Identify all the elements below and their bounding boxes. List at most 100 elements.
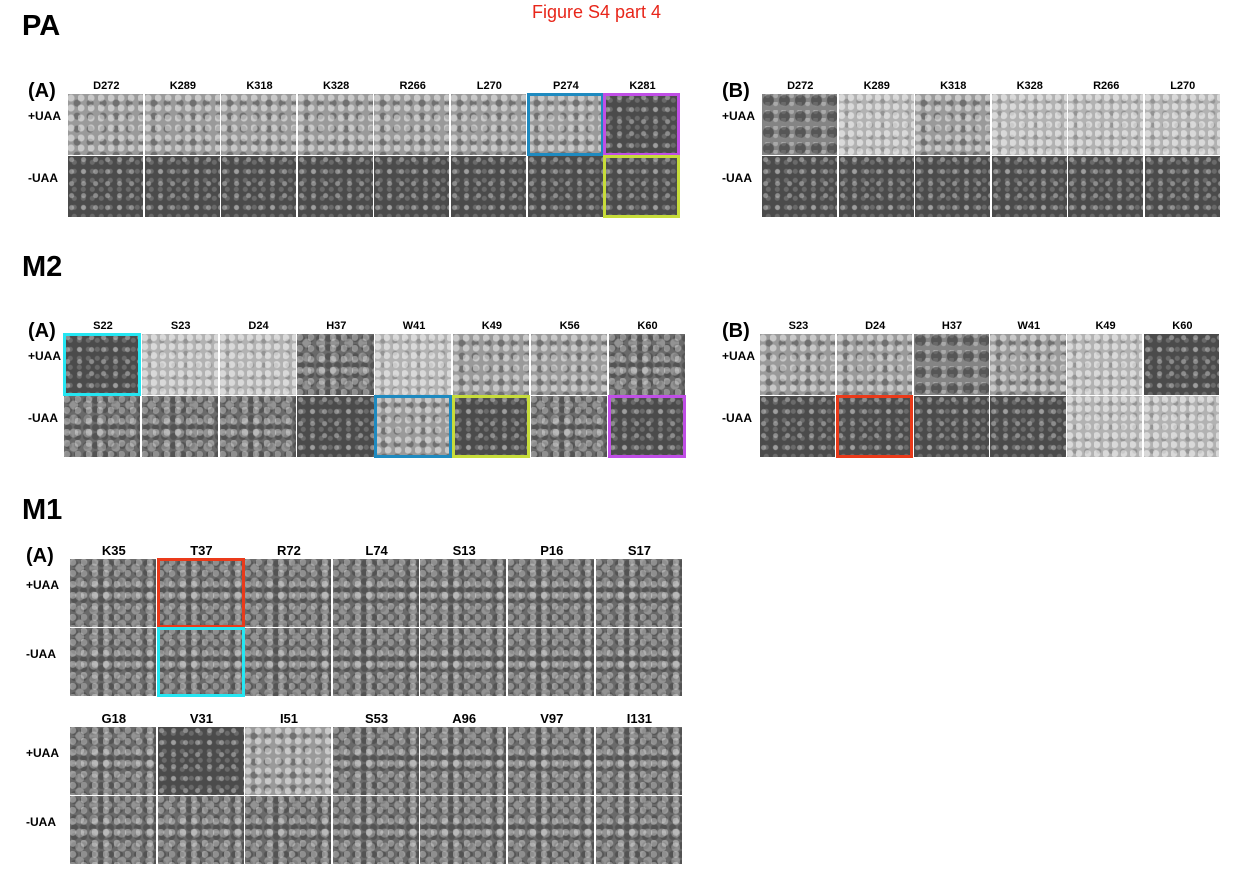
micrograph-cell [375,396,452,457]
column-label: A96 [452,711,477,726]
micrograph-cell [70,559,157,627]
micrograph-cell [451,94,527,155]
micrograph-cell [141,334,219,395]
column-label: L270 [476,80,502,92]
micrograph-cell [451,156,527,217]
row-label: +UAA [26,745,60,760]
micrograph-cell [157,796,244,864]
column-label: P274 [553,80,579,92]
micrograph-cell [508,628,595,696]
column-label: K49 [481,320,502,332]
micrograph-cell [374,94,450,155]
micrograph-cell [508,727,595,795]
micrograph-cell [836,334,913,395]
highlight-box [374,395,453,458]
micrograph-cell [332,796,419,864]
column-label: L270 [1170,80,1196,92]
highlight-box [452,395,531,458]
highlight-box [607,395,686,458]
micrograph-cell [221,156,297,217]
micrograph-cell [221,94,297,155]
micrograph-cell [453,396,530,457]
column-label: I51 [279,711,299,726]
micrograph-cell [144,94,220,155]
row-label: -UAA [28,171,58,185]
micrograph-cell [332,559,419,627]
row-label: +UAA [722,349,756,363]
micrograph-cell [508,796,595,864]
column-label: K35 [101,543,126,558]
column-label: K281 [629,80,656,92]
micrograph-cell [991,156,1067,217]
micrograph-cell [913,396,989,457]
micrograph-cell [245,796,332,864]
micrograph-cell [157,628,244,696]
micrograph-cell [64,334,141,395]
micrograph-cell [420,559,507,627]
micrograph-cell [595,796,682,864]
micrograph-cell [245,628,332,696]
m2-panel-1-letter: (A) [28,320,56,342]
micrograph-cell [453,334,530,395]
column-label: P16 [540,543,564,558]
column-label: L74 [365,543,388,558]
highlight-box [156,558,245,628]
pa-panel-2-letter: (B) [722,80,750,102]
micrograph-cell [991,94,1067,155]
micrograph-cell [760,334,836,395]
micrograph-cell [760,396,836,457]
m1-panel-1-letter: (A) [26,545,54,567]
micrograph-cell [219,396,296,457]
column-label: S23 [170,320,191,332]
micrograph-cell [604,156,680,217]
row-label: +UAA [26,577,60,592]
micrograph-cell [64,396,141,457]
column-label: V31 [189,711,213,726]
column-label: K318 [940,80,967,92]
column-label: K289 [169,80,197,92]
m2-panel-2-letter: (B) [722,320,750,342]
micrograph-cell [297,396,374,457]
column-label: T37 [190,543,213,558]
column-label: K60 [1172,320,1193,332]
row-label: +UAA [28,109,62,123]
row-label: -UAA [722,171,752,185]
highlight-box [835,395,914,458]
column-label: K289 [863,80,890,92]
column-label: D24 [248,320,269,332]
pa-panel-1-letter: (A) [28,80,56,102]
micrograph-cell [332,628,419,696]
column-label: W41 [1017,320,1041,332]
micrograph-cell [68,156,144,217]
column-label: R266 [399,80,426,92]
micrograph-cell [420,727,507,795]
micrograph-cell [420,796,507,864]
micrograph-cell [608,334,685,395]
row-label: +UAA [28,349,62,363]
highlight-box [526,93,604,156]
column-label: W41 [402,320,426,332]
micrograph-cell [157,559,244,627]
column-label: H37 [941,320,963,332]
micrograph-cell [1144,334,1220,395]
micrograph-cell [70,727,157,795]
column-label: S13 [452,543,476,558]
micrograph-cell [219,334,296,395]
column-label: H37 [326,320,347,332]
micrograph-cell [297,94,373,155]
micrograph-cell [245,727,332,795]
micrograph-cell [595,628,682,696]
micrograph-cell [990,334,1066,395]
row-label: -UAA [26,646,56,661]
column-label: R72 [277,543,301,558]
micrograph-cell [1067,334,1143,395]
highlight-box [603,155,681,218]
micrograph-cell [157,727,244,795]
micrograph-cell [762,94,837,155]
micrograph-cell [144,156,220,217]
micrograph-cell [297,334,374,395]
micrograph-cell [527,94,603,155]
micrograph-cell [332,727,419,795]
highlight-box [156,627,245,697]
highlight-box [603,93,681,156]
